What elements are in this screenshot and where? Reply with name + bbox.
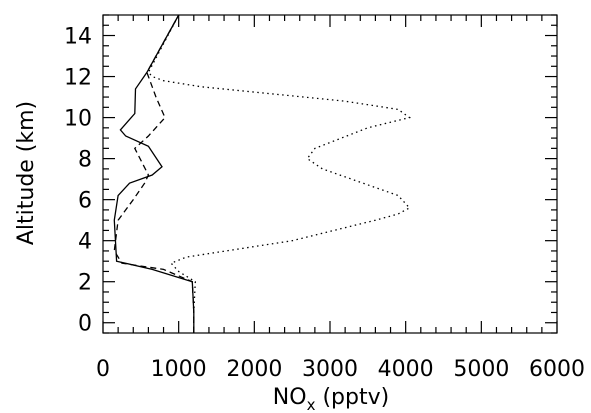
series-line-dashed (113, 14, 195, 333)
series-line-solid (113, 14, 195, 333)
x-axis-ticks: 0 1000 2000 3000 4000 5000 6000 (96, 15, 585, 382)
x-tick-label: 6000 (529, 357, 585, 382)
series-line-dotted (147, 14, 412, 333)
x-tick-label: 0 (96, 357, 110, 382)
y-tick-label: 12 (64, 66, 92, 91)
y-tick-label: 2 (78, 271, 92, 296)
y-tick-label: 10 (64, 107, 92, 132)
y-tick-label: 6 (78, 189, 92, 214)
plot-area (102, 14, 558, 334)
x-tick-label: 1000 (151, 357, 207, 382)
x-tick-label: 4000 (378, 357, 434, 382)
plot-frame (102, 14, 558, 334)
y-tick-label: 0 (78, 312, 92, 337)
x-axis-label: NOx (pptv) (273, 385, 389, 413)
y-tick-label: 4 (78, 230, 92, 255)
y-axis-label: Altitude (km) (14, 101, 39, 245)
x-tick-label: 5000 (453, 357, 509, 382)
x-tick-label: 2000 (226, 357, 282, 382)
y-tick-label: 14 (64, 25, 92, 50)
y-tick-label: 8 (78, 148, 92, 173)
x-tick-label: 3000 (302, 357, 358, 382)
series-layer (113, 14, 412, 333)
y-axis-ticks: 0 2 4 6 8 10 12 14 (64, 14, 557, 337)
